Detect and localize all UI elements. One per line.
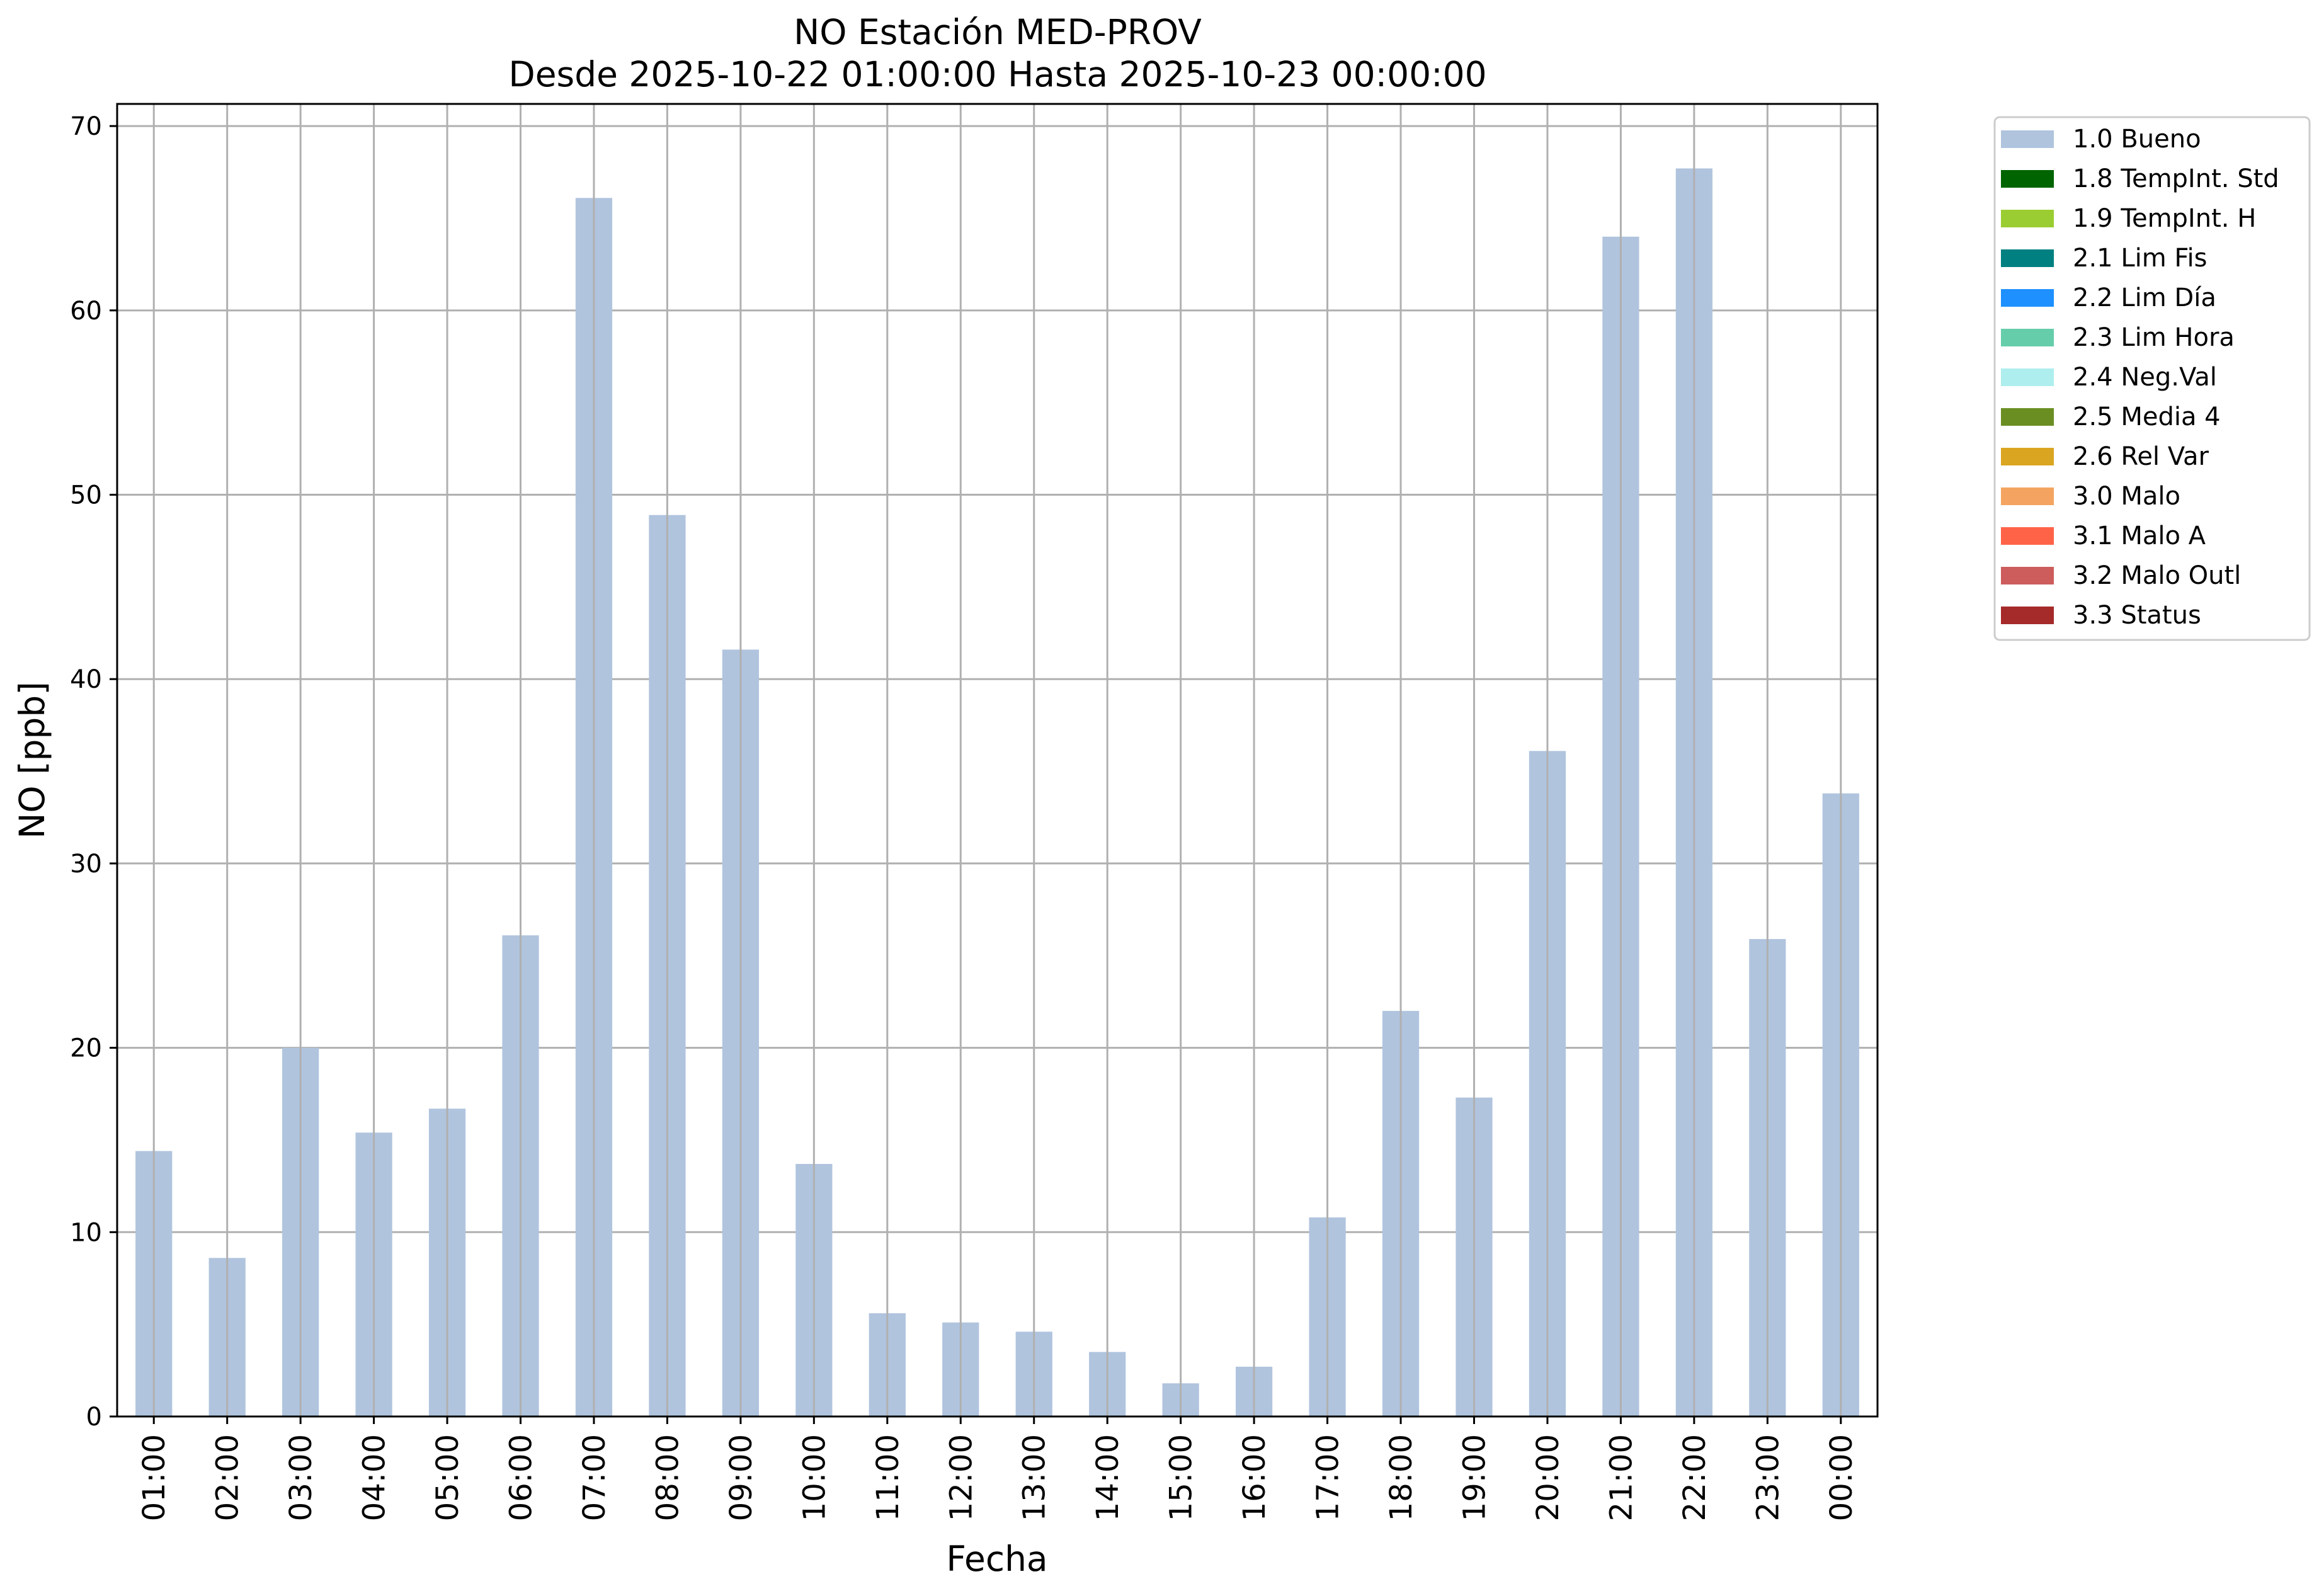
x-tick-label: 06:00 [504, 1434, 539, 1521]
legend-label: 1.9 TempInt. H [2073, 204, 2256, 233]
legend-swatch [2001, 249, 2054, 267]
legend-swatch [2001, 448, 2054, 465]
x-tick-label: 03:00 [283, 1434, 319, 1521]
vertical-grid-layer [152, 104, 1842, 1416]
x-tick-label: 11:00 [870, 1434, 906, 1521]
legend-swatch [2001, 527, 2054, 545]
x-tick-label: 13:00 [1017, 1434, 1052, 1521]
legend-swatch [2001, 408, 2054, 426]
x-tick-label: 10:00 [797, 1434, 832, 1521]
legend-swatch [2001, 170, 2054, 188]
legend-swatch [2001, 289, 2054, 307]
plot-frame [116, 103, 1879, 1418]
x-tick-label: 21:00 [1604, 1434, 1639, 1521]
x-tick-label: 20:00 [1530, 1434, 1566, 1521]
x-tick-label: 16:00 [1237, 1434, 1272, 1521]
x-tick-label: 01:00 [137, 1434, 172, 1521]
y-tick-label: 30 [70, 850, 102, 879]
x-tick-label: 07:00 [577, 1434, 612, 1521]
legend-label: 3.0 Malo [2073, 482, 2180, 511]
legend-label: 2.6 Rel Var [2073, 442, 2209, 471]
y-tick-label: 70 [70, 112, 102, 141]
legend-label: 1.0 Bueno [2073, 125, 2201, 154]
grid-layer [117, 125, 1877, 1418]
x-tick-label: 23:00 [1750, 1434, 1786, 1521]
y-axis: 0 10 20 30 40 50 60 70 [70, 112, 117, 1432]
x-tick-label: 17:00 [1311, 1434, 1346, 1521]
x-axis-label: Fecha [946, 1539, 1047, 1579]
x-tick-label: 12:00 [943, 1434, 979, 1521]
x-tick-label: 22:00 [1677, 1434, 1712, 1521]
y-tick-label: 40 [70, 665, 102, 694]
legend-label: 3.1 Malo A [2073, 522, 2206, 550]
legend-frame [1993, 116, 2311, 641]
y-tick-label: 60 [70, 297, 102, 326]
legend-label: 2.1 Lim Fis [2073, 244, 2207, 273]
legend-swatch [2001, 567, 2054, 584]
legend: 1.0 Bueno 1.8 TempInt. Std 1.9 TempInt. H 2… [1993, 116, 2311, 641]
chart-title: NO Estación MED-PROV [794, 12, 1202, 52]
y-tick-label: 10 [70, 1218, 102, 1247]
legend-label: 3.3 Status [2073, 601, 2201, 630]
legend-swatch [2001, 607, 2054, 624]
x-tick-label: 09:00 [724, 1434, 759, 1521]
x-tick-label: 00:00 [1824, 1434, 1859, 1521]
y-axis-label: NO [ppb] [12, 681, 52, 839]
x-tick-label: 05:00 [430, 1434, 465, 1521]
legend-label: 3.2 Malo Outl [2073, 561, 2241, 590]
legend-swatch [2001, 130, 2054, 148]
x-tick-label: 04:00 [357, 1434, 392, 1521]
x-tick-label: 15:00 [1164, 1434, 1199, 1521]
chart-subtitle: Desde 2025-10-22 01:00:00 Hasta 2025-10-… [508, 54, 1486, 94]
legend-swatch [2001, 210, 2054, 227]
x-tick-label: 19:00 [1457, 1434, 1492, 1521]
y-tick-label: 50 [70, 481, 102, 510]
legend-label: 1.8 TempInt. Std [2073, 164, 2279, 193]
legend-swatch [2001, 329, 2054, 346]
x-tick-label: 18:00 [1384, 1434, 1419, 1521]
legend-label: 2.4 Neg.Val [2073, 363, 2217, 392]
x-axis: 01:00 02:00 03:00 04:00 05:00 06:00 07:00 08:00… [137, 1416, 1859, 1521]
legend-swatch [2001, 487, 2054, 505]
legend-swatch [2001, 368, 2054, 386]
x-tick-label: 14:00 [1090, 1434, 1125, 1521]
y-tick-label: 0 [86, 1403, 102, 1432]
legend-label: 2.3 Lim Hora [2073, 323, 2235, 352]
legend-label: 2.5 Media 4 [2073, 402, 2221, 431]
legend-label: 2.2 Lim Día [2073, 283, 2216, 312]
y-tick-label: 20 [70, 1034, 102, 1063]
x-tick-label: 02:00 [210, 1434, 246, 1521]
legend-items: 1.0 Bueno 1.8 TempInt. Std 1.9 TempInt. H 2… [2001, 125, 2279, 630]
x-tick-label: 08:00 [650, 1434, 685, 1521]
